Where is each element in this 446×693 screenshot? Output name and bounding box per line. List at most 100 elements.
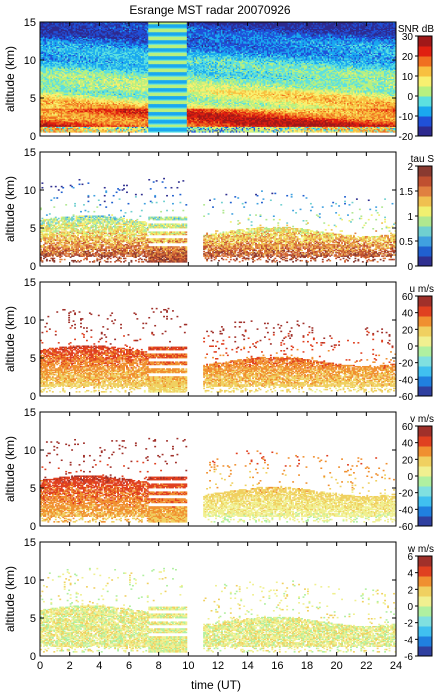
- colorbar-segment: [418, 513, 432, 517]
- colorbar-tick-label: 40: [402, 439, 414, 450]
- colorbar-segment: [418, 43, 432, 47]
- colorbar-segment: [418, 508, 432, 512]
- y-tick-label: 10: [24, 575, 36, 587]
- colorbar-segment: [418, 463, 432, 467]
- y-tick-label: 15: [24, 537, 36, 549]
- colorbar-segment: [418, 358, 432, 362]
- colorbar-segment: [418, 556, 432, 559]
- colorbar-segment: [418, 258, 432, 262]
- colorbar-tick-label: 20: [402, 325, 414, 336]
- colorbar-segment: [418, 581, 432, 584]
- colorbar-segment: [418, 78, 432, 82]
- x-tick-label: 4: [96, 660, 102, 672]
- colorbar: v m/s -60 -40 -20 0 20 40 60: [399, 414, 434, 533]
- colorbar-tick-label: 20: [402, 455, 414, 466]
- colorbar-segment: [418, 566, 432, 569]
- y-tick-label: 0: [30, 261, 36, 273]
- y-tick-label: 0: [30, 521, 36, 533]
- colorbar-segment: [418, 193, 432, 197]
- colorbar-segment: [418, 438, 432, 442]
- colorbar-segment: [418, 196, 432, 199]
- colorbar-segment: [418, 66, 432, 69]
- colorbar-segment: [418, 521, 432, 524]
- colorbar-segment: [418, 456, 432, 459]
- colorbar-segment: [418, 586, 432, 589]
- colorbar-segment: [418, 441, 432, 444]
- colorbar-segment: [418, 428, 432, 432]
- heatmap-field: [40, 307, 396, 393]
- colorbar-segment: [418, 243, 432, 247]
- y-axis-label: altitude (km): [3, 176, 17, 242]
- colorbar-segment: [418, 598, 432, 602]
- colorbar: tau S 0 0.5 1 1.5 2: [399, 154, 434, 273]
- colorbar-segment: [418, 298, 432, 302]
- y-tick-label: 10: [24, 185, 36, 197]
- colorbar-segment: [418, 643, 432, 647]
- colorbar-segment: [418, 461, 432, 464]
- colorbar-segment: [418, 226, 432, 229]
- colorbar-segment: [418, 363, 432, 367]
- colorbar-segment: [418, 328, 432, 332]
- y-tick-label: 5: [30, 483, 36, 495]
- colorbar-segment: [418, 188, 432, 192]
- colorbar-segment: [418, 128, 432, 132]
- colorbar-segment: [418, 558, 432, 562]
- colorbar-segment: [418, 368, 432, 372]
- colorbar-segment: [418, 653, 432, 657]
- colorbar-segment: [418, 393, 432, 397]
- colorbar-tick-label: -2: [404, 619, 413, 630]
- colorbar-segment: [418, 93, 432, 97]
- colorbar-segment: [418, 181, 432, 184]
- colorbar-segment: [418, 103, 432, 107]
- colorbar-segment: [418, 81, 432, 84]
- colorbar-segment: [418, 191, 432, 194]
- colorbar-segment: [418, 321, 432, 324]
- colorbar-tick-label: -20: [399, 359, 414, 370]
- colorbar-segment: [418, 621, 432, 624]
- colorbar-segment: [418, 633, 432, 637]
- colorbar-segment: [418, 166, 432, 169]
- colorbar-segment: [418, 491, 432, 494]
- colorbar-tick-label: 60: [402, 422, 414, 433]
- colorbar-segment: [418, 198, 432, 202]
- colorbar-segment: [418, 458, 432, 462]
- colorbar-segment: [418, 171, 432, 174]
- colorbar-segment: [418, 651, 432, 654]
- colorbar-segment: [418, 588, 432, 592]
- colorbar-segment: [418, 436, 432, 439]
- colorbar-segment: [418, 338, 432, 342]
- y-tick-label: 0: [30, 131, 36, 143]
- colorbar-segment: [418, 68, 432, 72]
- colorbar-segment: [418, 453, 432, 457]
- colorbar-segment: [418, 468, 432, 472]
- colorbar-tick-label: 0: [407, 92, 413, 103]
- colorbar-segment: [418, 246, 432, 249]
- y-axis-label: altitude (km): [3, 306, 17, 372]
- colorbar-tick-label: 20: [402, 52, 414, 63]
- x-axis-label: time (UT): [191, 678, 241, 692]
- colorbar-segment: [418, 376, 432, 379]
- y-tick-label: 5: [30, 223, 36, 235]
- panel-1: 0 5 10 15 altitude (km) SNR dB -20 -10 0 10 20 30: [3, 17, 434, 143]
- heatmap-field: [40, 22, 396, 133]
- y-tick-label: 15: [24, 407, 36, 419]
- colorbar-segment: [418, 111, 432, 114]
- colorbar-segment: [418, 641, 432, 644]
- colorbar-segment: [418, 593, 432, 597]
- colorbar-tick-label: 2: [407, 162, 413, 173]
- colorbar-segment: [418, 563, 432, 567]
- colorbar-segment: [418, 523, 432, 527]
- colorbar-segment: [418, 506, 432, 509]
- colorbar-tick-label: 4: [407, 569, 413, 580]
- colorbar-tick-label: -60: [399, 392, 414, 403]
- y-tick-label: 10: [24, 315, 36, 327]
- colorbar-segment: [418, 186, 432, 189]
- colorbar-segment: [418, 501, 432, 504]
- panel-2: 0 5 10 15 altitude (km) tau S 0 0.5 1 1.5 2: [3, 147, 434, 273]
- colorbar-segment: [418, 183, 432, 187]
- colorbar-segment: [418, 603, 432, 607]
- colorbar-tick-label: -60: [399, 522, 414, 533]
- colorbar-segment: [418, 101, 432, 104]
- y-axis-label: altitude (km): [3, 46, 17, 112]
